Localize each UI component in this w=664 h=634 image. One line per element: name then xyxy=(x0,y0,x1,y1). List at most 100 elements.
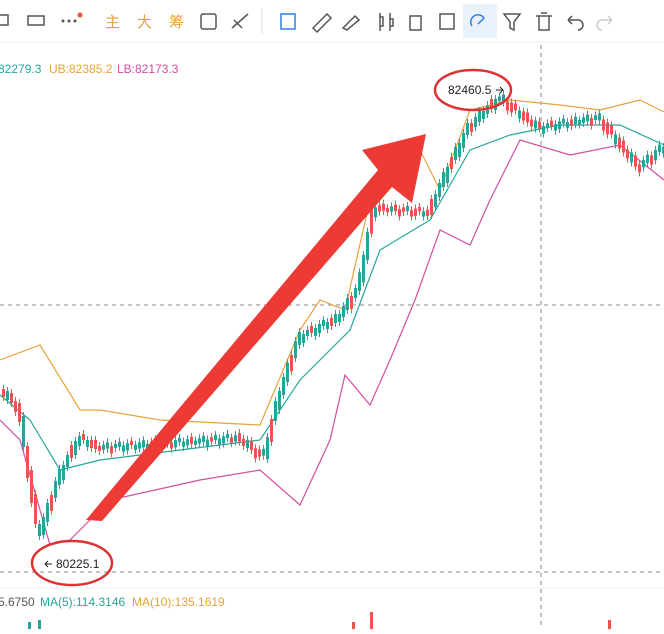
volume-bar xyxy=(28,622,31,629)
candle-body xyxy=(370,208,373,234)
icon[interactable] xyxy=(0,14,9,26)
candle-body xyxy=(74,441,77,455)
candle-body xyxy=(538,121,541,129)
icon[interactable] xyxy=(596,15,613,31)
icon[interactable] xyxy=(379,13,394,31)
candle-body xyxy=(522,111,525,121)
candle-body xyxy=(462,133,465,148)
icon-more[interactable] xyxy=(61,12,83,23)
candle-body xyxy=(398,209,401,217)
candle-body xyxy=(346,298,349,310)
candle-body xyxy=(654,150,657,161)
candle-body xyxy=(266,437,269,459)
candle-body xyxy=(138,442,141,449)
candle-body xyxy=(254,448,257,459)
volume-bar xyxy=(608,620,611,629)
icon[interactable] xyxy=(536,12,552,31)
candle-body xyxy=(38,524,41,536)
candle-body xyxy=(282,377,285,395)
candle-body xyxy=(422,211,425,217)
candle-body xyxy=(470,123,473,132)
icon[interactable] xyxy=(231,13,249,29)
candle-body xyxy=(110,446,113,454)
candle-body xyxy=(246,439,249,448)
candle-body xyxy=(134,444,137,450)
indicator-mb: 82279.3 xyxy=(0,62,42,76)
candle-body xyxy=(402,207,405,212)
icon[interactable] xyxy=(27,15,45,26)
candle-body xyxy=(530,119,533,127)
candle-body xyxy=(206,439,209,447)
candle-body xyxy=(606,122,609,135)
candle-body xyxy=(322,320,325,326)
candle-body xyxy=(434,194,437,207)
candle-body xyxy=(218,438,221,445)
candle-body xyxy=(146,443,149,449)
candle-body xyxy=(118,441,121,447)
candle-body xyxy=(558,121,561,129)
candle-body xyxy=(658,144,661,152)
icon[interactable] xyxy=(409,15,422,31)
candle-body xyxy=(202,435,205,443)
candle-body xyxy=(338,314,341,322)
candle-body xyxy=(230,437,233,443)
candle-body xyxy=(90,440,93,448)
candle-body xyxy=(618,137,621,149)
candle-body xyxy=(518,110,521,119)
candle-body xyxy=(394,204,397,212)
candle-body xyxy=(526,112,529,123)
candle-body xyxy=(66,455,69,467)
candle-body xyxy=(262,449,265,456)
candle-body xyxy=(14,401,17,412)
high-label: 82460.5 xyxy=(448,83,492,97)
candle-body xyxy=(634,155,637,167)
volume-ma10: MA(10):135.1619 xyxy=(132,595,225,609)
candle-body xyxy=(214,434,217,441)
candle-body xyxy=(622,140,625,153)
candle-body xyxy=(646,154,649,163)
candle-body xyxy=(430,199,433,215)
icon[interactable] xyxy=(567,15,584,31)
icon[interactable] xyxy=(280,13,296,30)
candle-body xyxy=(18,403,21,422)
candle-body xyxy=(178,437,181,443)
candle-body xyxy=(454,147,457,160)
candle-body xyxy=(210,437,213,442)
candle-body xyxy=(650,155,653,165)
candle-body xyxy=(182,441,185,447)
candle-body xyxy=(26,446,29,478)
candle-body xyxy=(382,203,385,211)
candle-body xyxy=(642,160,645,168)
candle-body xyxy=(250,441,253,451)
candle-body xyxy=(190,436,193,445)
toolbar-button[interactable]: 大 xyxy=(137,13,152,31)
icon[interactable] xyxy=(341,14,361,31)
candle-body xyxy=(450,157,453,169)
candle-body xyxy=(474,117,477,127)
candle-body xyxy=(170,442,173,449)
toolbar-button[interactable]: 筹 xyxy=(169,13,184,31)
candle-body xyxy=(242,438,245,446)
icon[interactable] xyxy=(470,14,485,27)
candle-body xyxy=(418,206,421,212)
candle-body xyxy=(542,126,545,134)
icon[interactable] xyxy=(311,12,333,34)
candle-body xyxy=(298,332,301,345)
candle-body xyxy=(330,318,333,326)
toolbar-button[interactable]: 主 xyxy=(105,13,120,31)
icon[interactable] xyxy=(502,13,522,32)
candle-body xyxy=(410,210,413,217)
candle-body xyxy=(286,363,289,382)
candle-body xyxy=(62,465,65,480)
icon[interactable] xyxy=(200,13,217,30)
candle-body xyxy=(358,272,361,291)
toolbar-bg xyxy=(0,0,664,42)
candle-body xyxy=(58,469,61,485)
candle-body xyxy=(10,393,13,403)
highlight-circle xyxy=(30,539,114,587)
arrow-icon xyxy=(496,86,504,94)
icon[interactable] xyxy=(439,13,455,30)
candle-body xyxy=(366,231,369,260)
low-label: 80225.1 xyxy=(56,557,100,571)
